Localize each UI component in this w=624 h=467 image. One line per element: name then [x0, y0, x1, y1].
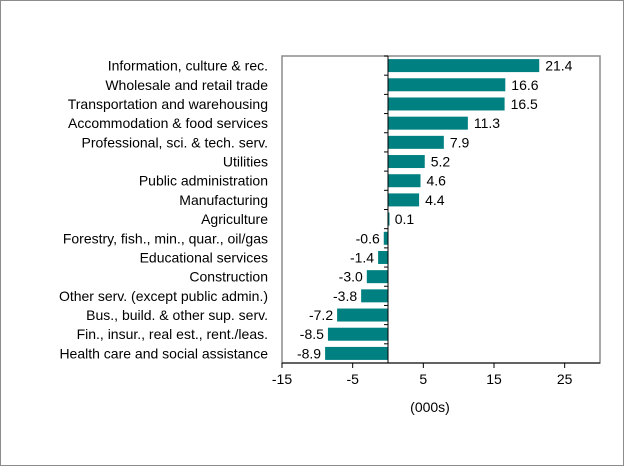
category-label: Professional, sci. & tech. serv. [82, 134, 268, 150]
data-label: 11.3 [474, 115, 500, 131]
data-label: 21.4 [545, 58, 572, 74]
data-label: 16.6 [511, 77, 538, 93]
category-label: Health care and social assistance [59, 345, 268, 361]
bar [388, 97, 505, 111]
category-label: Agriculture [201, 211, 268, 227]
x-tick-label: -5 [346, 371, 359, 387]
x-tick-label: 15 [486, 371, 502, 387]
bar [366, 270, 388, 284]
data-label: 0.1 [395, 211, 415, 227]
bar [361, 289, 388, 303]
category-label: Utilities [223, 154, 268, 170]
bar [378, 250, 388, 264]
category-label: Accommodation & food services [68, 115, 268, 131]
bar [388, 174, 421, 188]
bar [388, 116, 468, 130]
category-label: Bus., build. & other sup. serv. [86, 307, 268, 323]
category-label: Construction [189, 269, 268, 285]
data-label: 4.4 [425, 192, 445, 208]
data-label: -8.9 [297, 345, 321, 361]
bar [388, 78, 506, 92]
category-label: Information, culture & rec. [108, 58, 268, 74]
category-label: Manufacturing [179, 192, 268, 208]
data-label: 4.6 [427, 173, 447, 189]
category-label: Fin., insur., real est., rent./leas. [77, 326, 268, 342]
bar [388, 135, 444, 149]
bar [388, 155, 425, 169]
x-tick-label: -15 [272, 371, 292, 387]
bar [388, 193, 420, 207]
x-tick-label: 5 [419, 371, 427, 387]
category-label: Wholesale and retail trade [105, 77, 268, 93]
bar [325, 346, 388, 360]
data-label: 5.2 [431, 154, 451, 170]
bar [388, 59, 540, 73]
category-label: Educational services [140, 249, 268, 265]
data-label: 7.9 [450, 134, 470, 150]
data-label: -7.2 [309, 307, 333, 323]
data-label: -0.6 [356, 230, 380, 246]
category-label: Transportation and warehousing [68, 96, 268, 112]
data-label: 16.5 [511, 96, 538, 112]
data-label: -8.5 [300, 326, 324, 342]
category-label: Forestry, fish., min., quar., oil/gas [63, 230, 268, 246]
data-label: -1.4 [350, 249, 374, 265]
data-label: -3.0 [339, 269, 363, 285]
bar [337, 308, 388, 322]
category-label: Public administration [139, 173, 268, 189]
x-tick-label: 25 [557, 371, 573, 387]
data-label: -3.8 [333, 288, 357, 304]
bar [388, 212, 390, 226]
bar [327, 327, 388, 341]
bar [383, 231, 388, 245]
x-axis-label: (000s) [410, 399, 450, 415]
category-label: Other serv. (except public admin.) [59, 288, 268, 304]
